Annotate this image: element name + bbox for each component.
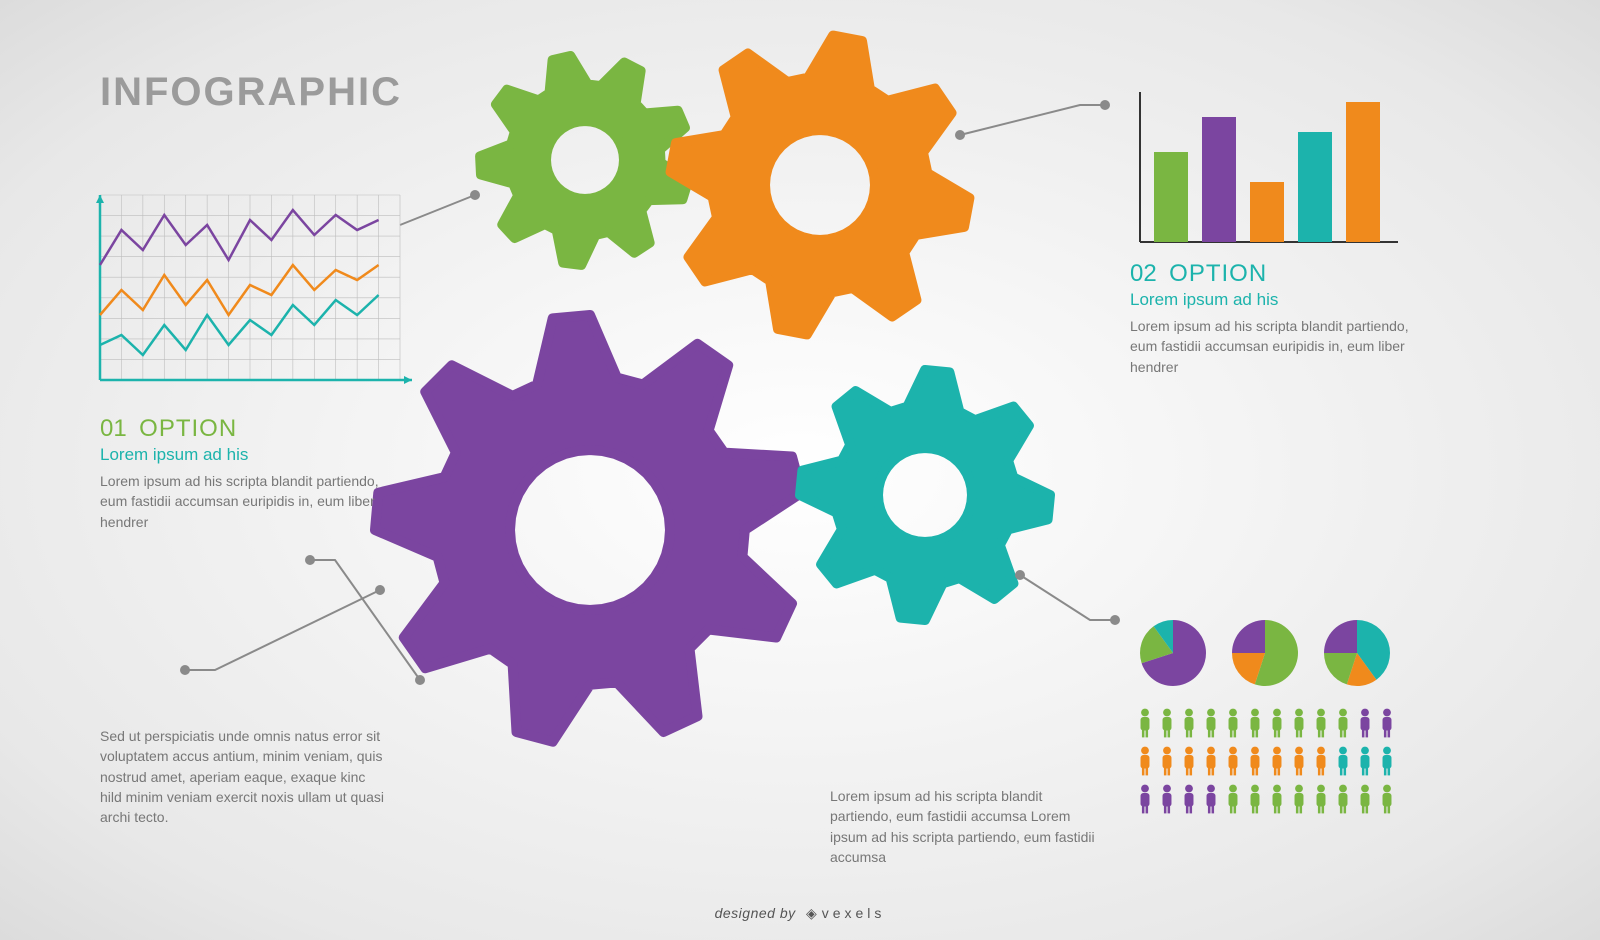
person-icon [1383, 747, 1392, 776]
line-series [100, 265, 379, 315]
option-1-block: 01 OPTION Lorem ipsum ad his Lorem ipsum… [100, 415, 380, 532]
person-icon [1251, 709, 1260, 738]
option-2-number: 02 [1130, 260, 1157, 287]
bar-chart [1140, 92, 1398, 242]
footer-brand: vexels [822, 905, 886, 921]
connector-dot [305, 555, 315, 565]
person-icon [1383, 785, 1392, 814]
paragraph-right: Lorem ipsum ad his scripta blandit parti… [830, 780, 1100, 867]
gear-teal-icon [800, 370, 1050, 620]
connector-line [185, 590, 380, 670]
person-icon [1295, 747, 1304, 776]
person-icon [1185, 709, 1194, 738]
pie-chart [1324, 620, 1390, 686]
bar [1250, 182, 1284, 242]
pie-chart [1140, 620, 1206, 686]
option-1-label: OPTION [139, 415, 237, 442]
pie-slice [1232, 620, 1265, 653]
person-icon [1361, 785, 1370, 814]
person-icon [1185, 747, 1194, 776]
paragraph-right-text: Lorem ipsum ad his scripta blandit parti… [830, 786, 1100, 867]
option-2-subtitle: Lorem ipsum ad his [1130, 290, 1410, 310]
connector-line [310, 560, 420, 680]
person-icon [1317, 709, 1326, 738]
person-icon [1273, 747, 1282, 776]
footer-by: designed by [715, 905, 796, 921]
person-icon [1229, 785, 1238, 814]
person-icon [1141, 785, 1150, 814]
person-icon [1207, 709, 1216, 738]
person-icon [1339, 785, 1348, 814]
connector-dot [375, 585, 385, 595]
connector-dot [955, 130, 965, 140]
paragraph-left: Sed ut perspiciatis unde omnis natus err… [100, 720, 385, 827]
vexels-logo-icon: ◈ [806, 905, 817, 921]
person-icon [1361, 709, 1370, 738]
person-icon [1339, 747, 1348, 776]
connector-dot [1100, 100, 1110, 110]
person-icon [1317, 785, 1326, 814]
person-icon [1163, 709, 1172, 738]
person-icon [1273, 785, 1282, 814]
person-icon [1383, 709, 1392, 738]
infographic-canvas: INFOGRAPHIC 01 OPTION Lorem ipsum ad his… [0, 0, 1600, 940]
option-1-subtitle: Lorem ipsum ad his [100, 445, 380, 465]
connector-line [1020, 575, 1115, 620]
person-icon [1185, 785, 1194, 814]
person-icon [1207, 785, 1216, 814]
bar [1298, 132, 1332, 242]
person-icon [1295, 709, 1304, 738]
person-icon [1339, 709, 1348, 738]
connector-dot [415, 675, 425, 685]
paragraph-left-text: Sed ut perspiciatis unde omnis natus err… [100, 726, 385, 827]
connector-dot [1015, 570, 1025, 580]
connector-dot [180, 665, 190, 675]
gear-green-icon [480, 56, 688, 265]
person-icon [1229, 709, 1238, 738]
bar [1346, 102, 1380, 242]
person-icon [1207, 747, 1216, 776]
person-icon [1295, 785, 1304, 814]
person-icon [1251, 747, 1260, 776]
line-series [100, 295, 379, 355]
pie-chart [1232, 620, 1298, 686]
connector-dot [470, 190, 480, 200]
connector-line [960, 105, 1105, 135]
connector-dot [1110, 615, 1120, 625]
gear-orange-icon [671, 36, 970, 335]
option-1-number: 01 [100, 415, 127, 442]
person-icon [1229, 747, 1238, 776]
person-icon [1163, 747, 1172, 776]
footer: designed by ◈ vexels [0, 905, 1600, 922]
person-icon [1251, 785, 1260, 814]
person-icon [1141, 747, 1150, 776]
person-icon [1163, 785, 1172, 814]
person-icon [1317, 747, 1326, 776]
bar [1154, 152, 1188, 242]
person-icon [1273, 709, 1282, 738]
person-icon [1141, 709, 1150, 738]
connector-line [400, 195, 475, 225]
option-2-label: OPTION [1169, 260, 1267, 287]
option-2-block: 02 OPTION Lorem ipsum ad his Lorem ipsum… [1130, 260, 1410, 377]
bar [1202, 117, 1236, 242]
option-1-body: Lorem ipsum ad his scripta blandit parti… [100, 471, 380, 532]
person-icon [1361, 747, 1370, 776]
option-2-body: Lorem ipsum ad his scripta blandit parti… [1130, 316, 1410, 377]
gear-purple-icon [375, 315, 802, 742]
line-chart [96, 195, 412, 384]
pie-slice [1324, 620, 1357, 653]
